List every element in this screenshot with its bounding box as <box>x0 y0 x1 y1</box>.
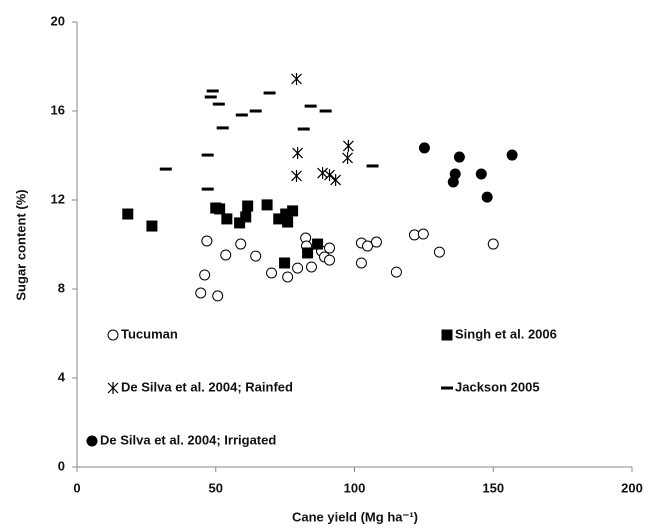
y-tick-label: 12 <box>51 191 65 206</box>
point <box>263 91 276 95</box>
y-axis-label: Sugar content (%) <box>13 189 28 300</box>
point <box>449 168 461 180</box>
point <box>317 167 329 180</box>
point <box>304 104 317 108</box>
point <box>216 126 229 130</box>
point <box>292 262 304 274</box>
legend-label: De Silva et al. 2004; Rainfed <box>121 379 293 394</box>
legend-marker <box>107 329 119 341</box>
legend-marker <box>441 329 453 341</box>
point <box>122 208 134 220</box>
point <box>201 187 214 191</box>
point <box>214 203 226 215</box>
point <box>235 238 247 250</box>
point <box>282 271 294 283</box>
point <box>342 151 353 164</box>
legend-marker <box>107 382 119 394</box>
point <box>279 257 291 269</box>
point <box>319 109 332 113</box>
point <box>240 211 252 223</box>
point <box>481 191 493 203</box>
point <box>390 266 402 278</box>
y-tick-label: 16 <box>51 102 65 117</box>
point <box>201 153 214 157</box>
point <box>234 217 246 229</box>
legend-label: De Silva et al. 2004; Irrigated <box>100 432 276 447</box>
point <box>342 139 354 152</box>
y-tick-label: 20 <box>51 13 65 28</box>
point <box>261 199 273 211</box>
legend-label: Jackson 2005 <box>455 379 540 394</box>
point <box>418 142 430 154</box>
point <box>220 249 232 261</box>
point <box>370 236 382 248</box>
legend-label: Singh et al. 2006 <box>455 326 557 341</box>
point <box>146 220 158 232</box>
point <box>235 113 248 117</box>
point <box>221 213 233 225</box>
point <box>324 242 336 254</box>
x-tick-label: 100 <box>344 480 366 495</box>
point <box>324 254 336 266</box>
y-tick-label: 4 <box>58 369 66 384</box>
point <box>159 167 172 171</box>
point <box>305 261 317 273</box>
point <box>324 169 335 182</box>
point <box>199 269 211 281</box>
point <box>250 250 262 262</box>
point <box>292 147 304 160</box>
x-tick-label: 50 <box>209 480 223 495</box>
point <box>506 149 518 161</box>
point <box>242 200 254 212</box>
point <box>249 109 262 113</box>
legend-marker <box>86 435 98 447</box>
y-tick-label: 8 <box>58 280 65 295</box>
point <box>366 164 379 168</box>
point <box>291 169 302 182</box>
point <box>417 228 429 240</box>
x-axis-label: Cane yield (Mg ha⁻¹) <box>292 509 418 524</box>
y-tick-label: 0 <box>58 458 65 473</box>
point <box>287 205 299 217</box>
point <box>453 151 465 163</box>
point <box>212 102 225 106</box>
point <box>204 95 217 99</box>
legend-marker <box>441 386 453 390</box>
point <box>475 168 487 180</box>
point <box>282 216 294 228</box>
point <box>330 173 342 186</box>
legend-label: Tucuman <box>121 326 178 341</box>
point <box>302 247 314 259</box>
point <box>206 89 219 93</box>
point <box>212 290 224 302</box>
point <box>487 238 499 250</box>
point <box>291 72 302 85</box>
point <box>312 238 324 250</box>
point <box>362 240 374 252</box>
point <box>195 287 207 299</box>
x-tick-label: 200 <box>621 480 643 495</box>
point <box>355 257 367 269</box>
point <box>280 208 292 220</box>
point <box>201 235 213 247</box>
point <box>297 127 310 131</box>
x-tick-label: 0 <box>73 480 80 495</box>
point <box>273 213 285 225</box>
point <box>433 246 445 258</box>
x-tick-label: 150 <box>482 480 504 495</box>
point <box>266 267 278 279</box>
